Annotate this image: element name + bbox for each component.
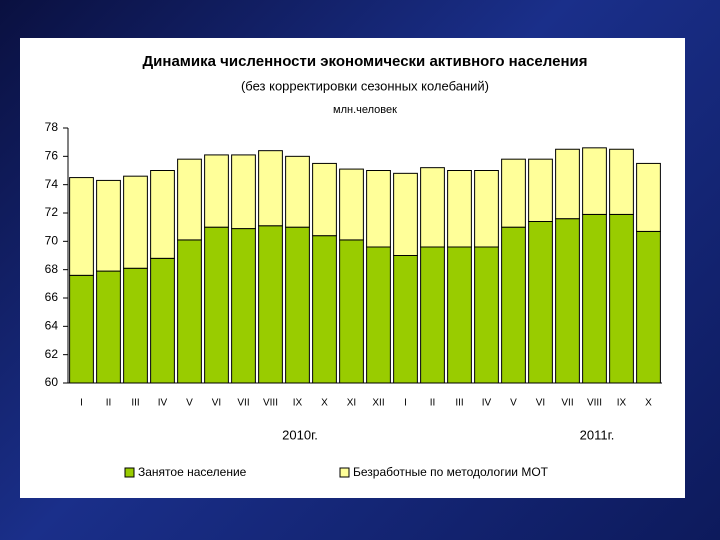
x-tick-label: I xyxy=(80,398,83,409)
bar-segment xyxy=(69,274,94,384)
bar-segment xyxy=(636,230,661,384)
y-axis-label: млн.человек xyxy=(333,104,397,116)
bar-segment xyxy=(555,148,580,220)
bar-segment xyxy=(312,162,337,237)
x-tick-label: IV xyxy=(158,398,168,409)
bar-segment xyxy=(96,270,121,384)
bar-segment xyxy=(528,158,553,223)
y-tick-label: 72 xyxy=(45,205,59,219)
y-tick-label: 74 xyxy=(45,177,59,191)
bar-segment xyxy=(312,235,337,384)
bar-segment xyxy=(501,226,526,384)
x-tick-label: III xyxy=(131,398,139,409)
y-tick-label: 64 xyxy=(45,319,59,333)
bar-segment xyxy=(177,239,202,384)
x-group-label: 2010г. xyxy=(282,427,318,442)
legend-label: Занятое население xyxy=(138,465,247,479)
bar-segment xyxy=(555,218,580,384)
bar-segment xyxy=(69,177,94,276)
x-tick-label: XII xyxy=(372,398,384,409)
bar-segment xyxy=(501,158,526,228)
bar-segment xyxy=(204,154,229,228)
bar-segment xyxy=(582,147,607,215)
x-tick-label: III xyxy=(455,398,463,409)
x-tick-label: VII xyxy=(237,398,249,409)
x-tick-label: X xyxy=(645,398,652,409)
bar-segment xyxy=(582,213,607,384)
x-tick-label: IX xyxy=(293,398,303,409)
bar-segment xyxy=(231,228,256,384)
x-tick-label: VI xyxy=(212,398,221,409)
x-tick-label: VIII xyxy=(263,398,278,409)
bar-segment xyxy=(96,179,121,272)
bar-segment xyxy=(231,154,256,230)
x-tick-label: II xyxy=(430,398,436,409)
y-tick-label: 78 xyxy=(45,120,59,134)
bar-segment xyxy=(609,148,634,215)
bar-segment xyxy=(204,226,229,384)
x-tick-label: IX xyxy=(617,398,627,409)
x-tick-label: V xyxy=(186,398,193,409)
bar-segment xyxy=(420,167,445,248)
bar-segment xyxy=(609,213,634,384)
bar-segment xyxy=(447,246,472,384)
bar-segment xyxy=(258,150,283,227)
bar-segment xyxy=(420,246,445,384)
legend-swatch xyxy=(124,467,135,478)
y-tick-label: 60 xyxy=(45,375,59,389)
chart-title: Динамика численности экономически активн… xyxy=(143,53,588,70)
x-tick-label: VII xyxy=(561,398,573,409)
chart-subtitle: (без корректировки сезонных колебаний) xyxy=(241,78,489,93)
bar-segment xyxy=(393,172,418,256)
bar-segment xyxy=(150,257,175,384)
y-tick-label: 66 xyxy=(45,290,59,304)
bar-segment xyxy=(474,170,499,248)
bar-segment xyxy=(447,170,472,248)
bar-segment xyxy=(258,225,283,384)
bar-segment xyxy=(366,246,391,384)
y-tick-label: 62 xyxy=(45,347,59,361)
bar-segment xyxy=(123,267,148,384)
bar-segment xyxy=(339,168,364,241)
bar-segment xyxy=(474,246,499,384)
bar-segment xyxy=(528,221,553,384)
bar-segment xyxy=(285,155,310,228)
x-tick-label: V xyxy=(510,398,517,409)
bar-segment xyxy=(339,239,364,384)
x-tick-label: I xyxy=(404,398,407,409)
x-tick-label: XI xyxy=(347,398,356,409)
x-tick-label: VIII xyxy=(587,398,602,409)
bar-segment xyxy=(366,170,391,248)
x-group-label: 2011г. xyxy=(580,427,615,442)
bar-segment xyxy=(393,255,418,384)
legend-swatch xyxy=(339,467,350,478)
x-tick-label: II xyxy=(106,398,112,409)
y-tick-label: 68 xyxy=(45,262,59,276)
x-tick-label: VI xyxy=(536,398,545,409)
bar-segment xyxy=(636,162,661,232)
bar-segment xyxy=(150,170,175,259)
legend-label: Безработные по методологии МОТ xyxy=(353,465,549,479)
y-tick-label: 70 xyxy=(45,234,59,248)
bar-segment xyxy=(285,226,310,384)
y-tick-label: 76 xyxy=(45,149,59,163)
x-tick-label: X xyxy=(321,398,328,409)
bar-segment xyxy=(177,158,202,241)
x-tick-label: IV xyxy=(482,398,492,409)
bar-segment xyxy=(123,175,148,269)
